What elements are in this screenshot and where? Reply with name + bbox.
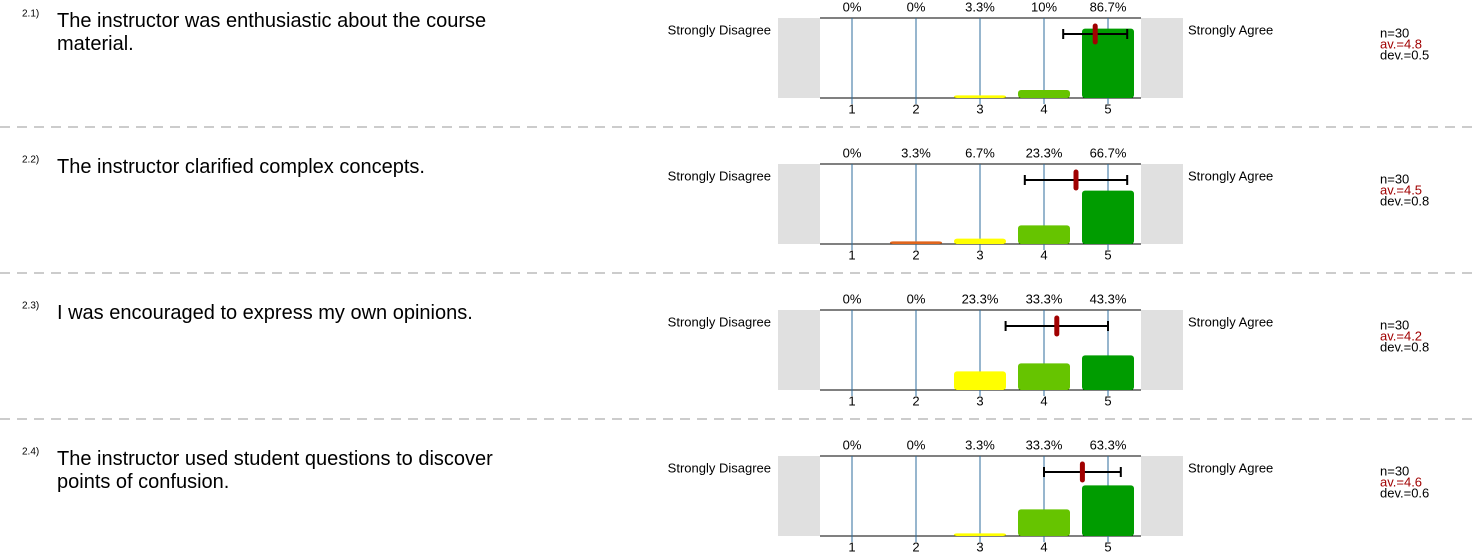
value-label: 33.3% bbox=[1026, 437, 1063, 452]
bar bbox=[1018, 509, 1070, 536]
value-label: 0% bbox=[843, 291, 862, 306]
value-label: 0% bbox=[907, 0, 926, 14]
side-box bbox=[778, 456, 820, 536]
x-tick-label: 2 bbox=[912, 393, 919, 408]
x-tick-label: 3 bbox=[976, 393, 983, 408]
value-label: 3.3% bbox=[901, 145, 931, 160]
value-label: 3.3% bbox=[965, 437, 995, 452]
value-label: 3.3% bbox=[965, 0, 995, 14]
x-tick-label: 2 bbox=[912, 101, 919, 116]
side-box bbox=[778, 164, 820, 244]
left-anchor: Strongly Disagree bbox=[668, 22, 771, 37]
x-tick-label: 4 bbox=[1040, 101, 1047, 116]
bar bbox=[1018, 225, 1070, 244]
bar bbox=[1018, 363, 1070, 390]
x-tick-label: 5 bbox=[1104, 247, 1111, 262]
stat-dev: dev.=0.8 bbox=[1380, 339, 1429, 354]
side-box bbox=[778, 310, 820, 390]
right-anchor: Strongly Agree bbox=[1188, 22, 1273, 37]
side-box bbox=[1141, 310, 1183, 390]
bar bbox=[890, 241, 942, 244]
x-tick-label: 4 bbox=[1040, 539, 1047, 554]
stat-mean: av.=4.5 bbox=[1380, 182, 1422, 197]
stat-n: n=30 bbox=[1380, 171, 1409, 186]
right-anchor: Strongly Agree bbox=[1188, 460, 1273, 475]
bar bbox=[954, 533, 1006, 536]
stat-mean: av.=4.8 bbox=[1380, 36, 1422, 51]
x-tick-label: 5 bbox=[1104, 539, 1111, 554]
x-tick-label: 5 bbox=[1104, 393, 1111, 408]
stat-mean: av.=4.6 bbox=[1380, 474, 1422, 489]
x-tick-label: 1 bbox=[848, 101, 855, 116]
x-tick-label: 2 bbox=[912, 247, 919, 262]
side-box bbox=[1141, 164, 1183, 244]
x-tick-label: 4 bbox=[1040, 247, 1047, 262]
value-label: 66.7% bbox=[1090, 145, 1127, 160]
value-label: 63.3% bbox=[1090, 437, 1127, 452]
side-box bbox=[1141, 456, 1183, 536]
question-number: 2.1) bbox=[22, 9, 39, 20]
bar bbox=[954, 95, 1006, 98]
side-box bbox=[1141, 18, 1183, 98]
right-anchor: Strongly Agree bbox=[1188, 314, 1273, 329]
x-tick-label: 1 bbox=[848, 247, 855, 262]
left-anchor: Strongly Disagree bbox=[668, 460, 771, 475]
x-tick-label: 5 bbox=[1104, 101, 1111, 116]
value-label: 33.3% bbox=[1026, 291, 1063, 306]
value-label: 0% bbox=[843, 145, 862, 160]
x-tick-label: 2 bbox=[912, 539, 919, 554]
x-tick-label: 4 bbox=[1040, 393, 1047, 408]
right-anchor: Strongly Agree bbox=[1188, 168, 1273, 183]
bar bbox=[954, 238, 1006, 244]
x-tick-label: 3 bbox=[976, 247, 983, 262]
value-label: 86.7% bbox=[1090, 0, 1127, 14]
value-label: 43.3% bbox=[1090, 291, 1127, 306]
question-text: The instructor was enthusiastic about th… bbox=[57, 10, 487, 55]
stat-n: n=30 bbox=[1380, 25, 1409, 40]
value-label: 23.3% bbox=[1026, 145, 1063, 160]
bar bbox=[1018, 90, 1070, 98]
value-label: 0% bbox=[907, 437, 926, 452]
question-number: 2.2) bbox=[22, 155, 39, 166]
bar bbox=[1082, 190, 1134, 244]
left-anchor: Strongly Disagree bbox=[668, 314, 771, 329]
question-text: The instructor clarified complex concept… bbox=[57, 156, 425, 178]
left-anchor: Strongly Disagree bbox=[668, 168, 771, 183]
question-number: 2.3) bbox=[22, 301, 39, 312]
stat-dev: dev.=0.5 bbox=[1380, 47, 1429, 62]
value-label: 6.7% bbox=[965, 145, 995, 160]
value-label: 23.3% bbox=[962, 291, 999, 306]
stat-dev: dev.=0.8 bbox=[1380, 193, 1429, 208]
stat-n: n=30 bbox=[1380, 317, 1409, 332]
question-text: I was encouraged to express my own opini… bbox=[57, 302, 473, 324]
bar bbox=[1082, 355, 1134, 390]
bar bbox=[1082, 485, 1134, 536]
stat-mean: av.=4.2 bbox=[1380, 328, 1422, 343]
question-text: The instructor used student questions to… bbox=[57, 448, 493, 493]
value-label: 0% bbox=[907, 291, 926, 306]
side-box bbox=[778, 18, 820, 98]
x-tick-label: 3 bbox=[976, 101, 983, 116]
value-label: 0% bbox=[843, 437, 862, 452]
x-tick-label: 1 bbox=[848, 539, 855, 554]
bar bbox=[1082, 28, 1134, 98]
stat-n: n=30 bbox=[1380, 463, 1409, 478]
x-tick-label: 1 bbox=[848, 393, 855, 408]
value-label: 10% bbox=[1031, 0, 1057, 14]
bar bbox=[954, 371, 1006, 390]
value-label: 0% bbox=[843, 0, 862, 14]
stat-dev: dev.=0.6 bbox=[1380, 485, 1429, 500]
x-tick-label: 3 bbox=[976, 539, 983, 554]
question-number: 2.4) bbox=[22, 447, 39, 458]
